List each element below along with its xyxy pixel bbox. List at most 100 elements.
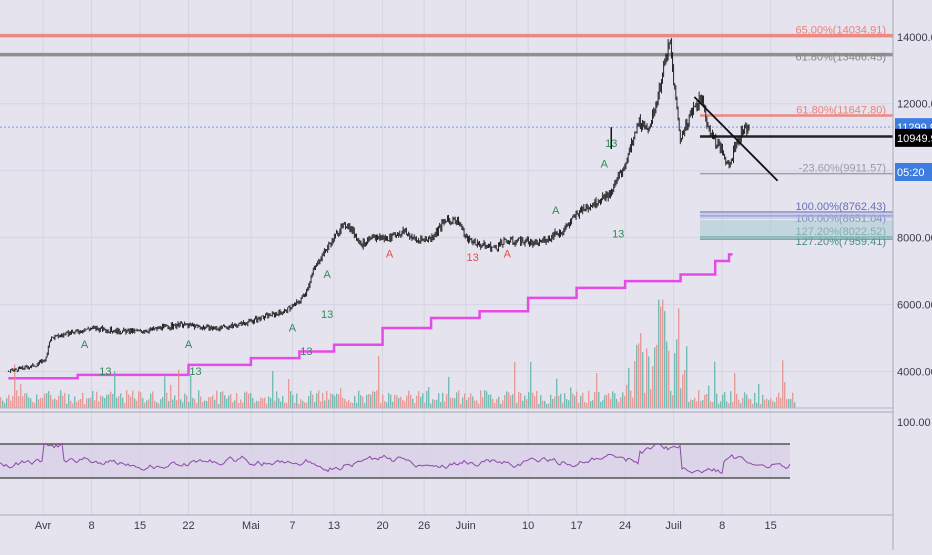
time-tick-label: 7 bbox=[289, 520, 295, 532]
volume-bar bbox=[24, 393, 26, 408]
signal-marker-a: A bbox=[185, 339, 193, 351]
volume-bar bbox=[370, 394, 372, 408]
volume-bar bbox=[338, 394, 340, 408]
volume-bar bbox=[398, 397, 400, 408]
volume-bar bbox=[710, 401, 712, 408]
volume-bar bbox=[200, 396, 202, 408]
volume-bar bbox=[376, 390, 378, 408]
volume-bar bbox=[470, 393, 472, 408]
volume-bar bbox=[492, 399, 494, 408]
signal-marker-a: A bbox=[504, 249, 512, 261]
volume-bar bbox=[394, 394, 396, 408]
volume-bar bbox=[746, 394, 748, 408]
volume-bar bbox=[78, 400, 80, 408]
volume-bar bbox=[266, 403, 268, 408]
volume-bar bbox=[444, 401, 446, 408]
volume-bar bbox=[52, 399, 54, 408]
volume-bar bbox=[64, 392, 66, 408]
volume-bar bbox=[146, 400, 148, 408]
volume-bar bbox=[742, 397, 744, 408]
magenta-layer bbox=[8, 253, 733, 380]
volume-bar bbox=[770, 398, 772, 408]
fib-zone-lower bbox=[700, 220, 893, 239]
volume-bar bbox=[524, 395, 526, 408]
volume-bar bbox=[630, 390, 632, 408]
volume-bar bbox=[406, 395, 408, 408]
volume-bar bbox=[484, 390, 486, 408]
volume-bar bbox=[284, 402, 286, 408]
volume-bar bbox=[56, 399, 58, 408]
volume-bar bbox=[576, 391, 578, 408]
volume-bar bbox=[44, 393, 46, 408]
price-label-box[interactable] bbox=[895, 163, 932, 181]
volume-bar bbox=[720, 401, 722, 408]
volume-bar bbox=[628, 367, 630, 408]
volume-bar bbox=[660, 306, 662, 408]
price-label-box[interactable] bbox=[895, 128, 932, 147]
volume-bar bbox=[292, 395, 294, 408]
volume-bar bbox=[462, 397, 464, 408]
volume-bar bbox=[680, 388, 682, 408]
volume-bar bbox=[210, 397, 212, 408]
volume-bar bbox=[42, 397, 44, 408]
volume-bar bbox=[176, 400, 178, 408]
volume-bar bbox=[272, 370, 274, 408]
time-tick-label: Juin bbox=[456, 520, 476, 532]
price-label-text: 10949.91 bbox=[897, 133, 932, 145]
volume-bar bbox=[328, 399, 330, 408]
volume-bar bbox=[178, 369, 180, 408]
volume-bar bbox=[694, 397, 696, 408]
volume-bar bbox=[486, 391, 488, 408]
volume-bar bbox=[672, 395, 674, 408]
volume-bar bbox=[172, 399, 174, 408]
volume-bar bbox=[704, 394, 706, 408]
volume-bar bbox=[626, 384, 628, 408]
volume-bar bbox=[428, 387, 430, 408]
volume-bar bbox=[728, 403, 730, 408]
volume-bar bbox=[10, 400, 12, 408]
volume-bar bbox=[738, 399, 740, 408]
volume-bar bbox=[96, 391, 98, 408]
volume-bar bbox=[128, 394, 130, 408]
volume-bar bbox=[632, 397, 634, 408]
volume-bar bbox=[750, 399, 752, 408]
volume-bar bbox=[404, 401, 406, 408]
volume-bar bbox=[154, 400, 156, 408]
rsi-band bbox=[0, 444, 790, 478]
volume-bar bbox=[248, 393, 250, 408]
volume-bar bbox=[608, 393, 610, 408]
volume-bar bbox=[506, 391, 508, 408]
volume-bar bbox=[262, 398, 264, 408]
volume-bar bbox=[230, 394, 232, 408]
volume-bar bbox=[40, 397, 42, 408]
volume-bar bbox=[712, 401, 714, 408]
volume-bar bbox=[772, 400, 774, 408]
volume-bar bbox=[606, 394, 608, 408]
volume-bar bbox=[740, 403, 742, 408]
volume-bar bbox=[216, 390, 218, 408]
volume-bar bbox=[684, 369, 686, 408]
volume-bar bbox=[392, 401, 394, 408]
price-tick-label: 14000.00 bbox=[897, 32, 932, 44]
volume-bar bbox=[34, 402, 36, 408]
volume-bar bbox=[554, 396, 556, 408]
signal-marker-13: 13 bbox=[99, 366, 111, 378]
volume-bar bbox=[442, 392, 444, 408]
volume-bar bbox=[226, 398, 228, 408]
volume-bar bbox=[148, 399, 150, 408]
volume-bar bbox=[208, 397, 210, 408]
volume-bar bbox=[186, 395, 188, 408]
volume-bar bbox=[88, 398, 90, 408]
volume-bar bbox=[702, 399, 704, 408]
time-tick-label: 8 bbox=[719, 520, 725, 532]
volume-bar bbox=[640, 333, 642, 408]
volume-bar bbox=[686, 346, 688, 408]
volume-bar bbox=[386, 402, 388, 408]
volume-bar bbox=[372, 391, 374, 408]
volume-bar bbox=[732, 401, 734, 408]
volume-bar bbox=[592, 400, 594, 408]
time-tick-label: Juil bbox=[665, 520, 682, 532]
axis-layer[interactable]: 4000.006000.008000.0010000.0012000.00140… bbox=[35, 0, 932, 550]
volume-bar bbox=[526, 399, 528, 408]
